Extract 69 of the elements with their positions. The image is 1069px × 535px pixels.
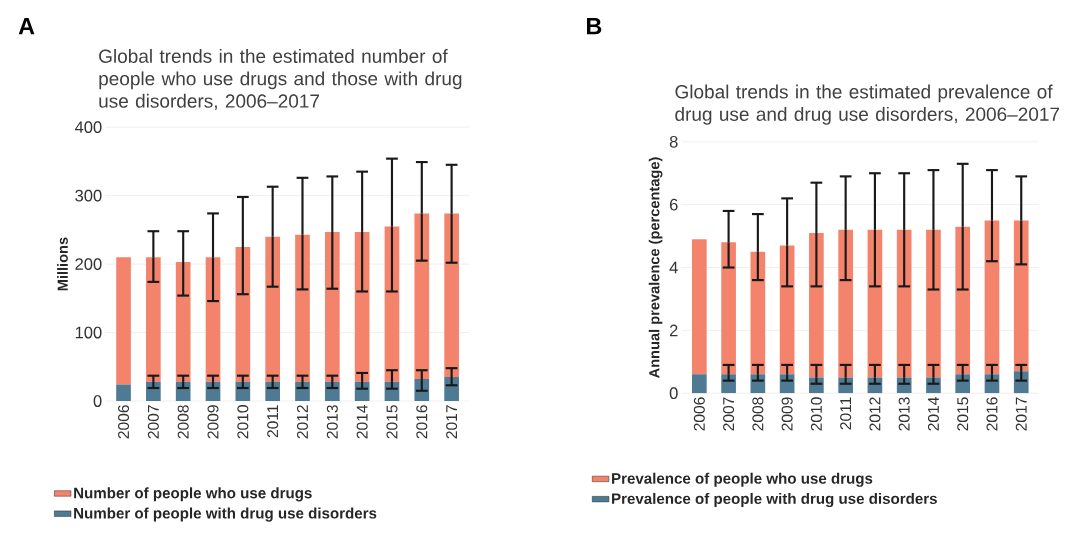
chart-title: Global trends in the estimated number of people who use drugs and those with drug use disorders, 2006–2017 <box>99 48 462 111</box>
bar <box>984 220 1000 375</box>
bar <box>324 231 340 382</box>
x-tick-label: 2014 <box>356 404 368 439</box>
bar <box>205 257 221 382</box>
x-tick-label: 2017 <box>1015 397 1027 431</box>
y-tick-label: 2 <box>669 324 678 337</box>
y-tick-label: 100 <box>75 326 102 339</box>
bar <box>1013 220 1029 372</box>
y-tick-label: 0 <box>93 395 102 407</box>
x-tick-label: 2011 <box>267 405 279 438</box>
x-tick-label: 2006 <box>693 397 705 431</box>
x-tick-label: 2013 <box>898 397 910 431</box>
x-tick-label: 2007 <box>723 397 735 431</box>
chart-title: Global trends in the estimated prevalence of drug use and drug use disorders, 2006–2017 <box>675 84 1060 125</box>
bar <box>116 384 131 402</box>
legend-label: Prevalence of people who use drugs <box>612 472 873 487</box>
bar <box>175 262 191 382</box>
bar <box>896 229 912 378</box>
y-tick-label: 300 <box>75 189 102 202</box>
x-tick-label: 2016 <box>416 405 428 439</box>
legend-label: Number of people who use drugs <box>74 487 312 502</box>
y-axis-title: Annual prevalence (percentage) <box>648 157 663 379</box>
y-tick-label: 8 <box>669 135 678 148</box>
text: A <box>18 18 35 35</box>
x-tick-label: 2010 <box>237 405 249 439</box>
bar <box>354 231 370 382</box>
bar <box>955 226 971 375</box>
bar <box>779 245 795 375</box>
bar <box>444 213 459 378</box>
x-tick-label: 2016 <box>986 397 998 431</box>
bar <box>414 213 430 380</box>
bar <box>116 257 131 385</box>
x-tick-label: 2010 <box>810 397 822 431</box>
y-tick-label: 400 <box>74 121 102 133</box>
bar <box>691 374 707 394</box>
bar <box>691 239 707 375</box>
y-tick-label: 6 <box>669 198 678 211</box>
x-tick-label: 2007 <box>147 405 159 439</box>
x-tick-label: 2012 <box>296 405 309 439</box>
bar <box>809 232 824 378</box>
x-tick-label: 2009 <box>781 397 793 431</box>
bar <box>295 234 310 382</box>
x-tick-label: 2006 <box>118 405 130 439</box>
bar <box>146 257 161 382</box>
legend-label: Prevalence of people with drug use disorders <box>612 492 937 508</box>
bar <box>265 236 280 382</box>
bar <box>838 229 853 378</box>
y-tick-label: 4 <box>669 261 678 274</box>
legend-label: Number of people with drug use disorders <box>74 507 377 522</box>
bar <box>721 242 736 375</box>
x-tick-label: 2012 <box>869 397 881 431</box>
y-axis-title: Millions <box>57 237 68 291</box>
bar <box>750 251 766 375</box>
y-tick-label: 0 <box>669 387 678 400</box>
x-tick-label: 2011 <box>840 397 852 430</box>
text: B <box>587 18 602 35</box>
x-tick-label: 2015 <box>386 405 398 439</box>
x-tick-label: 2008 <box>177 405 189 439</box>
x-tick-label: 2008 <box>752 397 764 431</box>
x-tick-label: 2013 <box>326 405 338 439</box>
bar <box>384 226 400 382</box>
y-tick-label: 200 <box>75 258 102 270</box>
bar <box>867 229 883 378</box>
x-tick-label: 2009 <box>207 405 219 439</box>
x-tick-label: 2014 <box>927 397 939 431</box>
x-tick-label: 2017 <box>446 405 458 439</box>
bar <box>235 246 251 382</box>
x-tick-label: 2015 <box>957 397 969 431</box>
